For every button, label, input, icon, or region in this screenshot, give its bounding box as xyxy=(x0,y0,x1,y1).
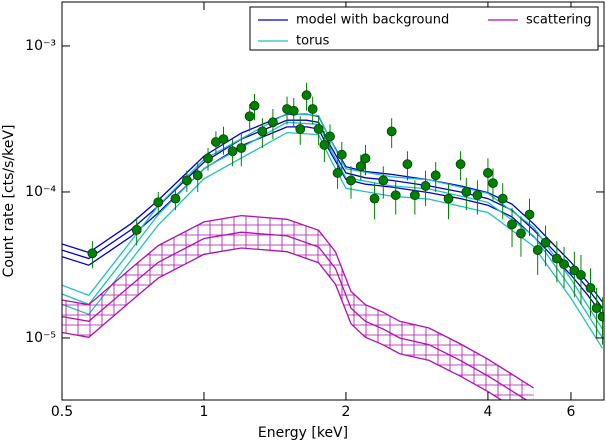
data-point xyxy=(532,245,543,255)
data-point xyxy=(346,175,356,186)
data-point xyxy=(249,100,260,111)
data-point xyxy=(585,283,596,293)
data-point xyxy=(301,90,312,101)
data-point xyxy=(244,111,255,122)
band-hatch xyxy=(62,215,534,400)
data-point xyxy=(131,224,142,235)
data-point xyxy=(257,126,268,137)
data-point xyxy=(267,117,278,128)
data-point xyxy=(483,168,493,178)
data-point xyxy=(325,131,335,142)
data-point xyxy=(307,104,318,114)
data-point xyxy=(87,248,98,259)
legend-label: torus xyxy=(296,34,330,49)
data-point xyxy=(472,190,483,201)
data-point xyxy=(516,228,526,239)
data-point xyxy=(524,209,535,220)
data-point xyxy=(390,190,401,201)
data-point xyxy=(203,153,213,164)
model-band-edge xyxy=(62,214,534,389)
data-point xyxy=(288,105,299,116)
data-point xyxy=(569,265,580,276)
model-line xyxy=(62,231,528,400)
data-point xyxy=(295,124,306,134)
data-point xyxy=(319,140,330,150)
legend-label: scattering xyxy=(526,13,592,28)
y-tick-label: 10⁻³ xyxy=(25,38,56,54)
data-point xyxy=(420,181,431,191)
data-point xyxy=(192,170,203,181)
data-point xyxy=(218,134,229,145)
plot-area xyxy=(62,82,604,400)
data-point xyxy=(332,168,343,178)
x-tick-label: 0.5 xyxy=(51,404,73,420)
model-band-edge xyxy=(62,113,604,303)
data-point xyxy=(409,190,420,201)
data-point xyxy=(559,259,569,270)
data-point xyxy=(336,149,347,160)
data-point xyxy=(227,146,238,157)
data-point xyxy=(507,219,517,230)
data-point xyxy=(153,197,164,208)
data-point xyxy=(455,159,466,170)
data-point xyxy=(170,193,181,204)
data-point xyxy=(488,178,498,189)
axes: 0.5 1 2 4 6 10⁻⁵ 10⁻⁴ 10⁻³ xyxy=(25,2,604,420)
data-point xyxy=(551,253,562,264)
y-axis-label: Count rate [cts/s/keV] xyxy=(1,125,17,278)
data-point xyxy=(355,161,366,172)
x-tick-label: 4 xyxy=(483,404,492,420)
y-tick-label: 10⁻⁵ xyxy=(25,330,56,346)
data-point xyxy=(497,193,508,204)
x-axis-label: Energy [keV] xyxy=(258,425,348,441)
data-point xyxy=(402,159,413,170)
data-point xyxy=(430,170,441,181)
data-point xyxy=(386,126,397,137)
data-point xyxy=(461,187,472,197)
data-point xyxy=(369,193,380,204)
legend: model with background torus scattering xyxy=(249,6,599,51)
data-point xyxy=(597,311,604,322)
x-tick-label: 2 xyxy=(341,404,350,420)
x-tick-label: 6 xyxy=(567,404,576,420)
data-point xyxy=(443,193,454,204)
data-point xyxy=(181,175,192,186)
data-point xyxy=(313,124,324,134)
data-point xyxy=(540,237,551,248)
y-tick-label: 10⁻⁴ xyxy=(25,184,56,200)
legend-box xyxy=(249,6,599,51)
data-point xyxy=(236,143,247,153)
model-band-edge xyxy=(62,247,503,400)
data-point xyxy=(378,175,389,186)
legend-label: model with background xyxy=(296,13,449,28)
data-point xyxy=(360,153,371,164)
axes-frame xyxy=(61,1,605,401)
data-point xyxy=(591,303,602,314)
x-tick-label: 1 xyxy=(200,404,209,420)
data-point xyxy=(576,270,586,280)
